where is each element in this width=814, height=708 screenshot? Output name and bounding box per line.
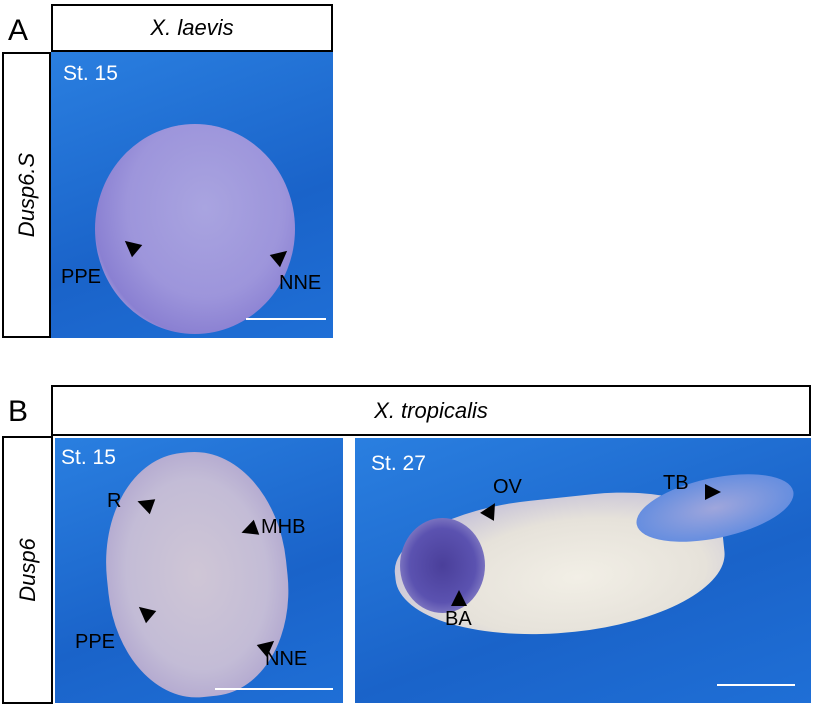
annotation-nne: NNE bbox=[265, 648, 308, 670]
stage-label: St. 27 bbox=[371, 452, 426, 475]
arrowhead-icon bbox=[705, 484, 721, 500]
annotation-mhb: MHB bbox=[261, 516, 306, 538]
panel-b-left-image: St. 15 R MHB PPE NNE bbox=[55, 438, 343, 703]
embryo bbox=[95, 124, 295, 334]
panel-a-gene-label: Dusp6.S bbox=[2, 52, 51, 338]
annotation-nne: NNE bbox=[279, 272, 322, 294]
arrowhead-icon bbox=[451, 590, 467, 606]
annotation-r: R bbox=[107, 490, 122, 512]
annotation-ppe: PPE bbox=[61, 266, 102, 288]
annotation-ppe: PPE bbox=[75, 631, 116, 653]
panel-b-right-image: St. 27 OV TB BA bbox=[355, 438, 811, 703]
annotation-ov: OV bbox=[493, 476, 522, 498]
panel-b-species-header: X. tropicalis bbox=[51, 385, 811, 436]
tadpole-head bbox=[400, 518, 485, 613]
annotation-tb: TB bbox=[663, 472, 689, 494]
panel-b-gene-label: Dusp6 bbox=[2, 436, 53, 704]
scale-bar bbox=[717, 684, 795, 686]
panel-a-image: St. 15 PPE NNE bbox=[51, 52, 333, 338]
panel-b-label: B bbox=[8, 395, 29, 428]
panel-a-species-header: X. laevis bbox=[51, 4, 333, 52]
annotation-ba: BA bbox=[445, 608, 472, 630]
gene-text: Dusp6 bbox=[14, 538, 40, 602]
stage-label: St. 15 bbox=[63, 62, 118, 85]
scale-bar bbox=[246, 318, 326, 320]
stage-label: St. 15 bbox=[61, 446, 116, 469]
scale-bar bbox=[215, 688, 333, 690]
panel-a-label: A bbox=[8, 14, 29, 47]
gene-text: Dusp6.S bbox=[13, 152, 39, 238]
